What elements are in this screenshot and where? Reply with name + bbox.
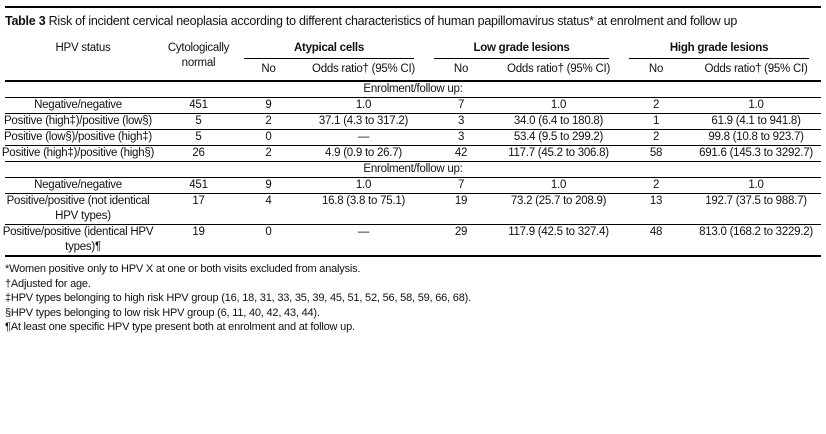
cell-odds-high-grade: 1.0	[748, 179, 764, 191]
cell-no-atypical: 0	[265, 131, 272, 143]
footnote: ¶At least one specific HPV type present …	[5, 321, 355, 334]
footnote: †Adjusted for age.	[5, 277, 91, 290]
group-header-low-grade-lesions: Low grade lesions	[426, 41, 621, 59]
cell-cytologically-normal: 5	[195, 131, 202, 143]
cell-odds-atypical: —	[357, 131, 370, 143]
cell-odds-atypical: —	[357, 226, 370, 238]
header-sub-row: No Odds ratio† (95% CI) No Odds ratio† (…	[5, 59, 821, 81]
table-row: Positive (high‡)/positive (high§) 26 2 4…	[1, 145, 822, 162]
table-row: Positive (low§)/positive (high‡) 5 0 — 3…	[4, 129, 822, 146]
table-body: Enrolment/follow up: Negative/negative 4…	[1, 81, 822, 257]
row-label: Negative/negative	[34, 99, 122, 111]
cell-no-atypical: 9	[265, 99, 272, 111]
row-label: Positive/positive (identical HPV types)¶	[2, 226, 154, 253]
footnote: *Women positive only to HPV X at one or …	[5, 263, 361, 275]
cell-odds-low-grade: 1.0	[550, 99, 567, 111]
row-label: Positive/positive (not identical HPV typ…	[6, 195, 150, 222]
cell-odds-high-grade: 192.7 (37.5 to 988.7)	[705, 195, 807, 207]
footnote: ‡HPV types belonging to high risk HPV gr…	[5, 292, 471, 305]
group-header-high-grade-lesions: High grade lesions	[621, 41, 821, 59]
cell-no-atypical: 9	[265, 179, 272, 191]
table-row: Positive/positive (not identical HPV typ…	[5, 193, 822, 225]
cell-no-high-grade: 2	[652, 179, 660, 191]
cell-odds-high-grade: 61.9 (4.1 to 941.8)	[711, 115, 801, 127]
cell-no-low-grade: 29	[454, 226, 468, 238]
cell-odds-low-grade: 1.0	[550, 179, 567, 191]
table-row: Negative/negative 451 9 1.0 7 1.0 2 1.0	[5, 177, 822, 194]
cell-odds-low-grade: 53.4 (9.5 to 299.2)	[513, 131, 604, 143]
row-label: Positive (low§)/positive (high‡)	[4, 131, 152, 143]
cell-odds-low-grade: 73.2 (25.7 to 208.9)	[510, 195, 607, 207]
table-caption: Table 3 Risk of incident cervical neopla…	[5, 14, 815, 29]
section-label: Enrolment/follow up:	[363, 83, 463, 95]
group-header-atypical-cells: Atypical cells	[236, 41, 426, 59]
table-footnotes: *Women positive only to HPV X at one or …	[5, 262, 821, 335]
cell-no-high-grade: 58	[649, 147, 663, 159]
cell-no-low-grade: 3	[457, 131, 465, 143]
cell-no-high-grade: 2	[652, 99, 660, 111]
cell-cytologically-normal: 26	[192, 147, 205, 159]
cell-odds-atypical: 4.9 (0.9 to 26.7)	[325, 147, 402, 159]
column-header-no-high-grade: No	[648, 63, 664, 75]
cell-no-low-grade: 19	[454, 195, 468, 207]
table-row: Positive/positive (identical HPV types)¶…	[2, 224, 822, 257]
section-header-row: Enrolment/follow up:	[5, 161, 822, 178]
cell-odds-high-grade: 99.8 (10.8 to 923.7)	[708, 131, 804, 143]
cell-no-atypical: 0	[265, 226, 272, 238]
row-label: Negative/negative	[34, 179, 122, 191]
cell-odds-atypical: 16.8 (3.8 to 75.1)	[321, 195, 406, 207]
column-header-no-low-grade: No	[453, 63, 469, 75]
data-table: HPV status Cytologically normal Atypical…	[1, 41, 822, 257]
row-label: Positive (high‡)/positive (low§)	[4, 115, 152, 127]
column-header-odds-low-grade: Odds ratio† (95% CI)	[507, 63, 611, 75]
column-header-no-atypical: No	[261, 63, 276, 75]
cell-cytologically-normal: 451	[189, 179, 208, 191]
column-header-odds-atypical: Odds ratio† (95% CI)	[312, 63, 416, 75]
column-header-cytologically-normal: Cytologically normal	[167, 42, 230, 69]
header-group-row: HPV status Cytologically normal Atypical…	[5, 41, 821, 69]
cell-no-atypical: 2	[265, 115, 272, 127]
cell-no-low-grade: 7	[457, 179, 465, 191]
cell-odds-low-grade: 117.9 (42.5 to 327.4)	[508, 226, 609, 238]
cell-odds-low-grade: 117.7 (45.2 to 306.8)	[508, 147, 609, 159]
footnote: §HPV types belonging to low risk HPV gro…	[5, 306, 320, 319]
cell-odds-low-grade: 34.0 (6.4 to 180.8)	[513, 115, 604, 127]
cell-no-low-grade: 3	[457, 115, 465, 127]
cell-no-high-grade: 48	[649, 226, 663, 238]
column-header-hpv-status: HPV status	[55, 42, 111, 54]
cell-no-low-grade: 7	[457, 99, 465, 111]
table-caption-text: Risk of incident cervical neoplasia acco…	[48, 14, 738, 28]
top-rule	[5, 6, 821, 8]
cell-no-high-grade: 1	[652, 115, 660, 127]
cell-odds-high-grade: 691.6 (145.3 to 3292.7)	[699, 147, 813, 159]
cell-odds-high-grade: 1.0	[748, 99, 764, 111]
cell-odds-atypical: 1.0	[355, 99, 372, 111]
cell-cytologically-normal: 451	[189, 99, 208, 111]
cell-cytologically-normal: 5	[195, 115, 202, 127]
cell-odds-atypical: 37.1 (4.3 to 317.2)	[318, 115, 409, 127]
cell-odds-high-grade: 813.0 (168.2 to 3229.2)	[699, 226, 813, 238]
cell-odds-atypical: 1.0	[355, 179, 372, 191]
section-header-row: Enrolment/follow up:	[5, 81, 822, 98]
cell-no-high-grade: 2	[652, 131, 660, 143]
section-label: Enrolment/follow up:	[363, 163, 463, 175]
cell-no-low-grade: 42	[454, 147, 468, 159]
cell-no-high-grade: 13	[649, 195, 663, 207]
table-row: Positive (high‡)/positive (low§) 5 2 37.…	[4, 113, 822, 130]
row-label: Positive (high‡)/positive (high§)	[1, 147, 155, 159]
cell-cytologically-normal: 17	[192, 195, 205, 207]
cell-no-atypical: 2	[265, 147, 272, 159]
cell-cytologically-normal: 19	[192, 226, 205, 238]
column-header-odds-high-grade: Odds ratio† (95% CI)	[704, 63, 808, 75]
table-header: HPV status Cytologically normal Atypical…	[5, 41, 822, 81]
table-caption-label: Table 3	[5, 14, 46, 28]
cell-no-atypical: 4	[265, 195, 272, 207]
table-row: Negative/negative 451 9 1.0 7 1.0 2 1.0	[5, 97, 822, 114]
